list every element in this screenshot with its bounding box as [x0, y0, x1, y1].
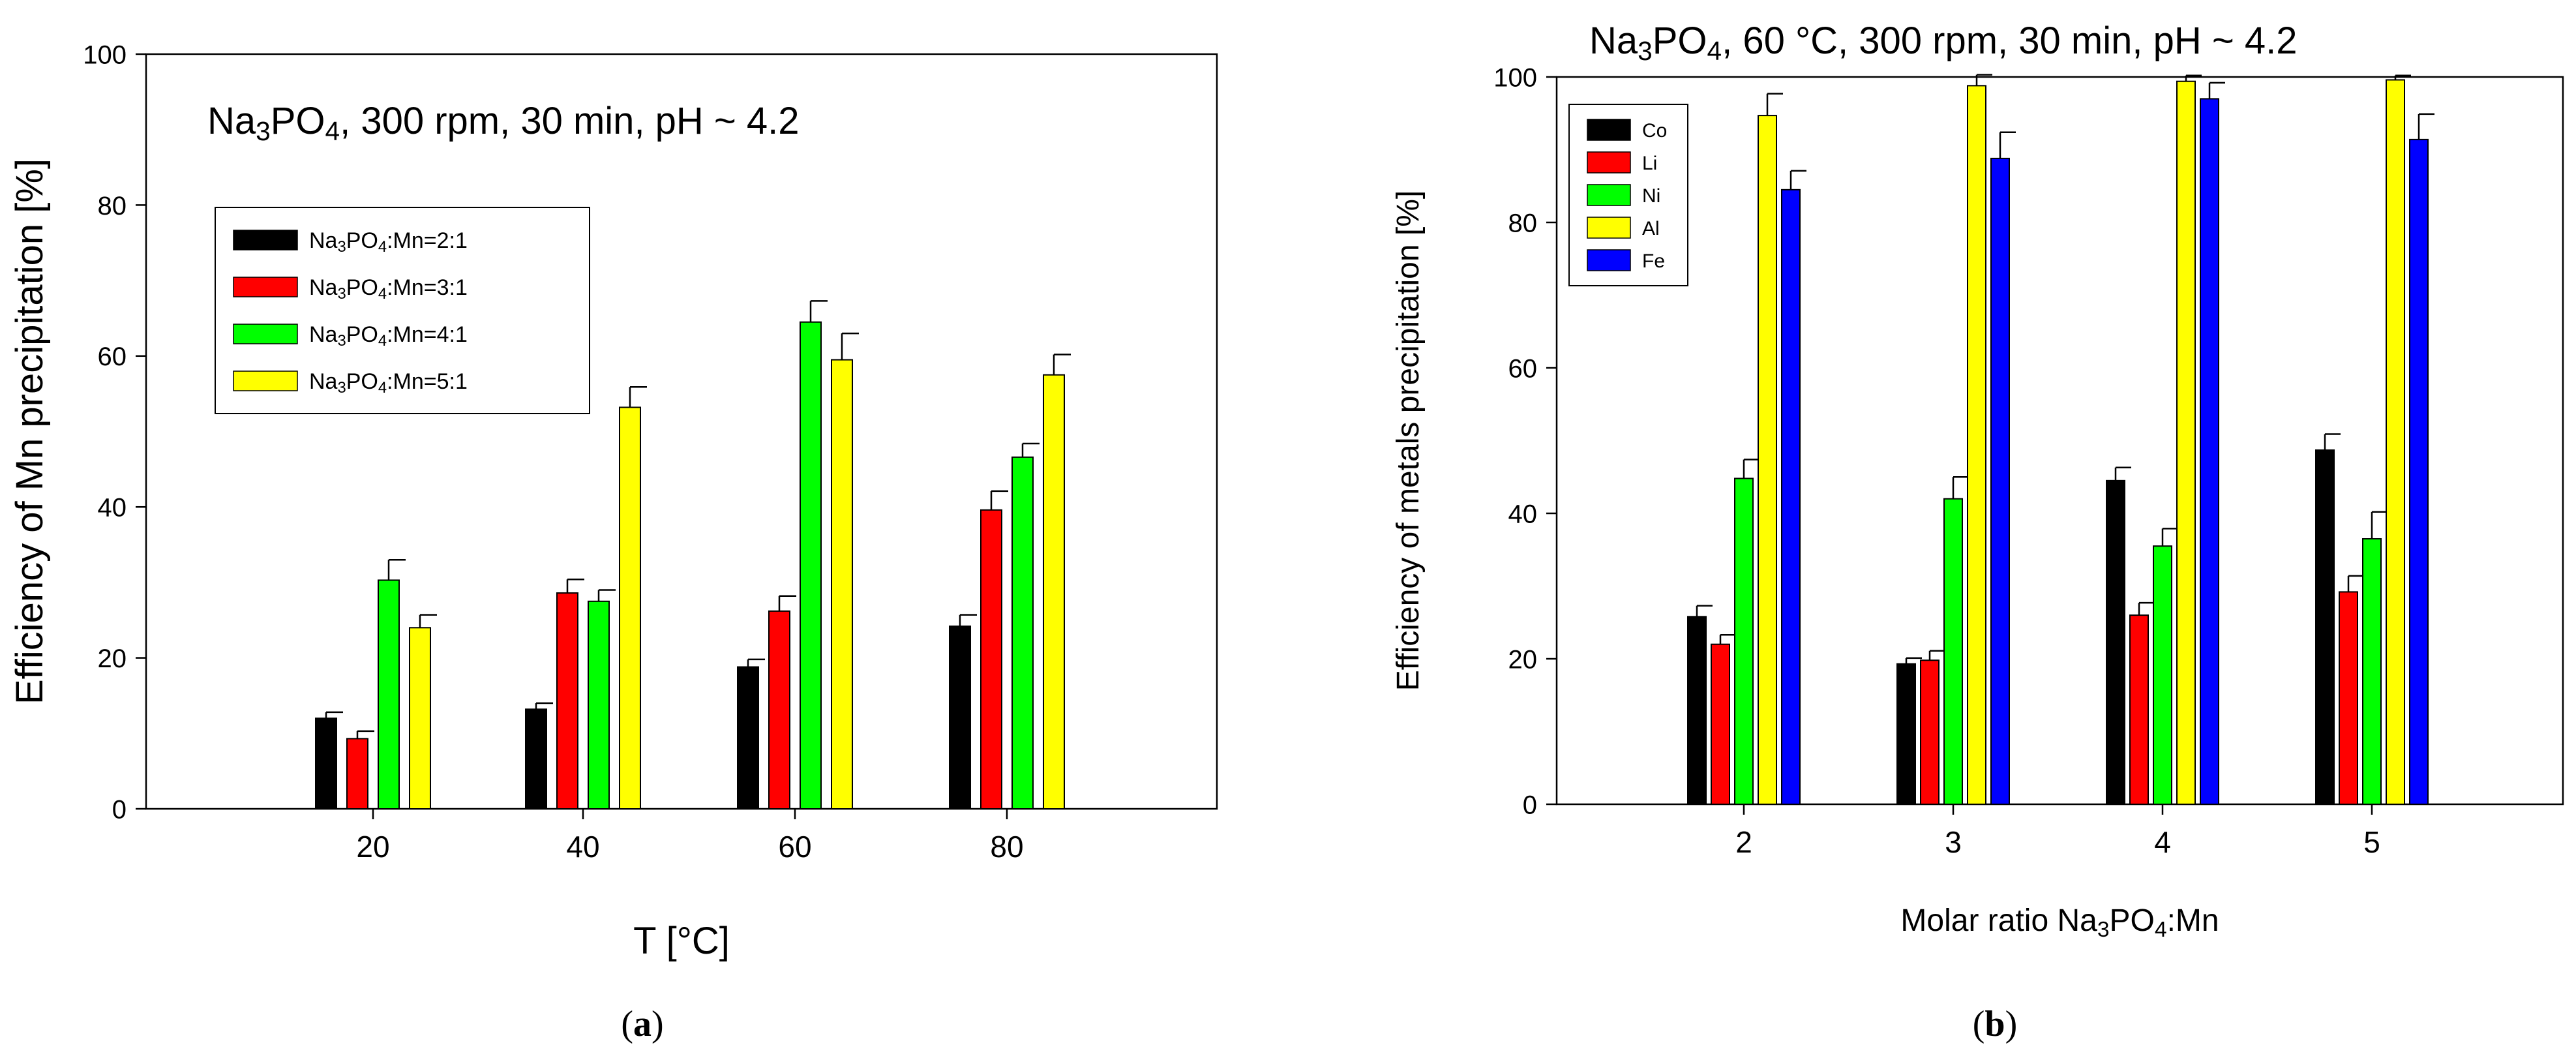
y-tick-label: 100: [1493, 63, 1537, 92]
legend-label: Na3PO4:Mn=4:1: [309, 322, 468, 350]
bar: [588, 600, 610, 809]
bar: [1758, 115, 1777, 806]
bar: [2129, 614, 2149, 805]
bar: [378, 579, 400, 810]
legend: Co Li Ni Al Fe: [1568, 104, 1688, 286]
legend-swatch: [1587, 217, 1631, 239]
bar: [2386, 79, 2405, 806]
legend-label: Na3PO4:Mn=5:1: [309, 369, 468, 397]
plot-frame: [1555, 76, 2564, 806]
legend-swatch: [233, 277, 298, 297]
legend-swatch: [1587, 249, 1631, 271]
bar: [1943, 498, 1963, 805]
legend: Na3PO4:Mn=2:1 Na3PO4:Mn=3:1 Na3PO4:Mn=4:1 N…: [215, 207, 590, 414]
y-tick-label: 100: [83, 40, 127, 69]
y-tick-label: 80: [1508, 209, 1538, 237]
panel-label: (b): [1973, 1004, 2017, 1044]
y-tick-label: 40: [98, 494, 127, 522]
panel-label: (a): [621, 1004, 663, 1044]
bar: [980, 509, 1002, 809]
bar: [346, 738, 368, 810]
x-tick-label: 5: [2363, 825, 2380, 859]
bar: [525, 708, 547, 809]
legend-swatch: [1587, 151, 1631, 174]
y-tick-label: 20: [98, 644, 127, 673]
bar: [2409, 138, 2429, 805]
bar: [2339, 591, 2358, 805]
plot-frame: [145, 53, 1218, 810]
bar: [1011, 456, 1034, 809]
bar: [2200, 98, 2219, 806]
bar: [2106, 479, 2125, 805]
x-tick-label: 3: [1945, 825, 1962, 859]
legend-label: Li: [1642, 153, 1657, 174]
x-tick-label: 80: [990, 830, 1023, 864]
x-tick-label: 20: [356, 830, 389, 864]
x-tick-label: 2: [1735, 825, 1752, 859]
x-axis-label: Molar ratio Na3PO4:Mn: [1900, 903, 2219, 942]
y-tick-label: 80: [98, 192, 127, 220]
legend-swatch: [1587, 184, 1631, 206]
y-tick-label: 0: [1523, 791, 1537, 819]
legend-label: Co: [1642, 120, 1667, 142]
y-tick-label: 0: [112, 795, 127, 824]
chart-title: Na3PO4, 300 rpm, 30 min, pH ~ 4.2: [207, 100, 800, 146]
y-axis-label: Efficiency of metals precipitation [%]: [1391, 190, 1426, 691]
bar: [2153, 545, 2172, 805]
legend-label: Ni: [1642, 185, 1660, 207]
bar: [1043, 374, 1065, 809]
bar: [1920, 659, 1939, 805]
bar: [737, 666, 759, 810]
bar: [1896, 663, 1916, 805]
y-tick-label: 20: [1508, 645, 1538, 674]
chart-title: Na3PO4, 60 °C, 300 rpm, 30 min, pH ~ 4.2: [1589, 20, 2297, 66]
y-axis-label: Efficiency of Mn precipitation [%]: [8, 159, 51, 704]
bar: [1687, 616, 1707, 806]
legend-swatch: [233, 230, 298, 250]
x-tick-label: 60: [778, 830, 811, 864]
x-tick-label: 40: [566, 830, 599, 864]
bar: [1734, 477, 1754, 805]
bar: [949, 626, 971, 809]
legend-label: Al: [1642, 218, 1660, 239]
bar: [2176, 80, 2196, 806]
bar: [556, 592, 578, 810]
y-tick-label: 40: [1508, 500, 1538, 528]
bar: [800, 321, 822, 809]
legend-swatch: [1587, 119, 1631, 141]
bar: [2362, 538, 2382, 806]
legend-label: Fe: [1642, 250, 1665, 272]
x-axis-label: T [°C]: [633, 920, 730, 962]
y-tick-label: 60: [1508, 354, 1538, 383]
bar: [2315, 449, 2335, 805]
x-tick-label: 4: [2154, 825, 2171, 859]
chart-panel-a: 0 20 40 60 80 100 20 40 60 80 Na3PO4, 300 rpm, 30 …: [8, 40, 1218, 1044]
bar: [315, 718, 337, 810]
bar: [1781, 189, 1801, 805]
chart-panel-b: 0 20 40 60 80 100 2 3 4 5 Na3PO4, 60 °C, 300 rpm, …: [1391, 20, 2564, 1044]
bar: [768, 610, 790, 810]
legend-swatch: [233, 324, 298, 344]
y-tick-label: 60: [98, 342, 127, 371]
legend-label: Na3PO4:Mn=2:1: [309, 228, 468, 256]
bar: [831, 359, 853, 809]
bar: [1990, 157, 2010, 805]
bar: [409, 627, 431, 809]
bar: [619, 406, 641, 809]
legend-label: Na3PO4:Mn=3:1: [309, 275, 468, 303]
bar: [1711, 643, 1730, 806]
legend-swatch: [233, 370, 298, 391]
bar: [1967, 85, 1986, 805]
